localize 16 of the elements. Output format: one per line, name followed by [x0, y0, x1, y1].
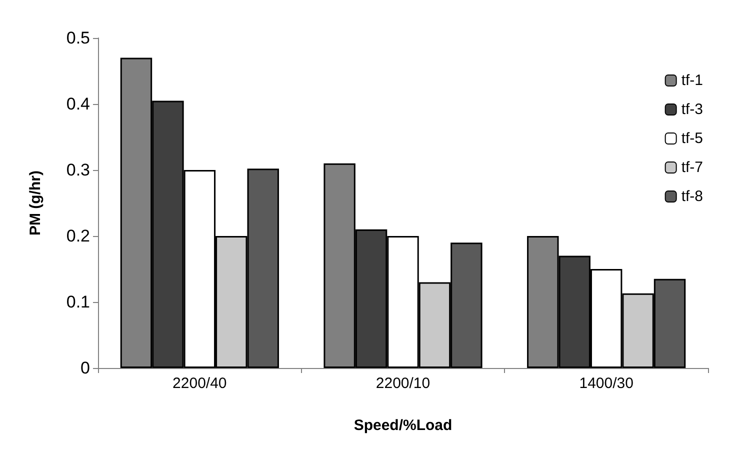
legend-label: tf-1 [681, 72, 704, 89]
x-tick-label: 2200/40 [172, 375, 227, 392]
y-tick-label: 0.5 [66, 28, 90, 48]
legend-label: tf-3 [681, 101, 704, 118]
x-tick-label: 1400/30 [579, 375, 634, 392]
y-tick-label: 0.3 [66, 160, 90, 180]
y-axis-title: PM (g/hr) [27, 170, 44, 236]
y-tick-label: 0.1 [66, 292, 90, 312]
y-tick-label: 0.2 [66, 226, 90, 246]
legend-label: tf-8 [681, 188, 704, 205]
legend-label: tf-7 [681, 159, 704, 176]
y-tick-label: 0.4 [66, 94, 90, 114]
y-tick-label: 0 [80, 358, 90, 378]
legend-label: tf-5 [681, 130, 704, 147]
x-tick-label: 2200/10 [376, 375, 430, 392]
x-axis-title: Speed/%Load [354, 417, 452, 434]
